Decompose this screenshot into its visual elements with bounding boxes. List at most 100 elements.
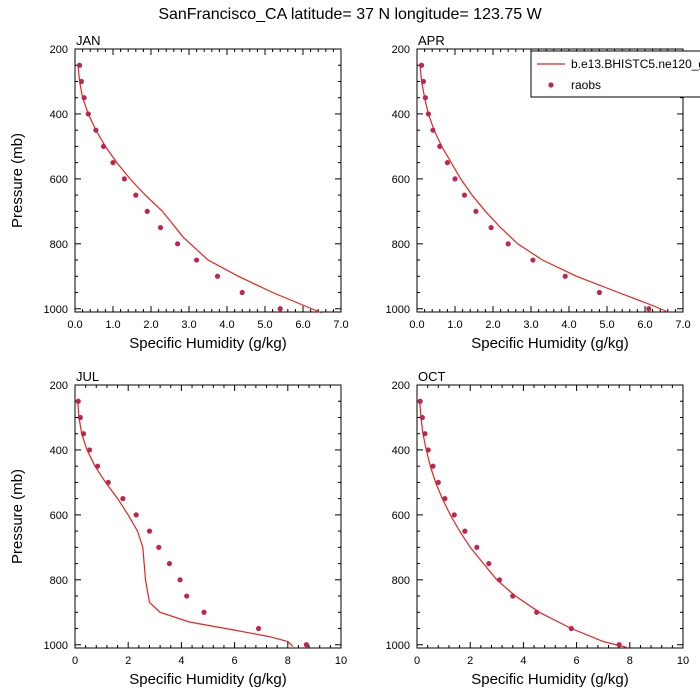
raobs-point [81, 95, 87, 101]
raobs-point [105, 479, 111, 486]
x-tick-label: 5.0 [599, 319, 614, 331]
x-tick-label: 0.0 [67, 319, 82, 331]
raobs-point [474, 544, 480, 550]
raobs-point [616, 642, 622, 648]
plot-frame [74, 384, 342, 649]
raobs-point [255, 625, 262, 632]
x-tick-label: 2.0 [143, 319, 158, 331]
raobs-point [87, 447, 93, 453]
x-tick-label: 8 [285, 655, 291, 667]
model-series-line [419, 401, 628, 648]
raobs-point [420, 78, 427, 85]
raobs-point [596, 289, 603, 296]
legend-marker-swatch [548, 82, 554, 88]
y-tick-label: 200 [50, 380, 68, 392]
raobs-point [100, 143, 107, 150]
x-tick-label: 5.0 [257, 319, 272, 331]
figure-title: SanFrancisco_CA latitude= 37 N longitude… [158, 6, 542, 23]
y-tick-label: 400 [392, 109, 410, 121]
x-tick-label: 6 [232, 655, 238, 667]
raobs-point [562, 273, 568, 279]
raobs-point [120, 496, 126, 502]
raobs-point [157, 224, 164, 231]
x-tick-label: 0 [72, 655, 78, 667]
panel-label: APR [418, 33, 445, 48]
y-tick-label: 600 [50, 174, 68, 186]
x-tick-label: 8 [627, 655, 633, 667]
raobs-point [277, 306, 283, 312]
y-tick-label: 600 [50, 510, 68, 522]
raobs-point [437, 143, 443, 150]
raobs-point [419, 414, 425, 421]
y-tick-label: 200 [392, 380, 410, 392]
plot-frame [416, 48, 684, 313]
y-tick-label: 800 [392, 575, 410, 587]
y-tick-label: 400 [50, 109, 68, 121]
raobs-point [184, 593, 190, 599]
x-tick-label: 2 [467, 655, 473, 667]
raobs-point [144, 208, 150, 214]
raobs-point [156, 544, 162, 550]
raobs-point [110, 160, 116, 166]
legend: b.e13.BHISTC5.ne120_g16.cesm-ihesp-hires… [530, 50, 700, 98]
y-tick-label: 600 [392, 174, 410, 186]
y-tick-label: 200 [392, 44, 410, 56]
y-tick-label: 1000 [386, 640, 410, 652]
y-tick-label: 400 [392, 445, 410, 457]
raobs-point [430, 463, 436, 469]
raobs-point [461, 192, 468, 198]
plot-frame [74, 48, 342, 313]
raobs-point [425, 447, 431, 453]
x-axis-label: Specific Humidity (g/kg) [129, 335, 287, 352]
raobs-point [422, 95, 428, 101]
model-series-line [77, 65, 323, 314]
x-tick-label: 2 [125, 655, 131, 667]
x-tick-label: 1.0 [105, 319, 120, 331]
raobs-point [133, 512, 139, 518]
legend-box [530, 50, 700, 98]
x-tick-label: 4.0 [561, 319, 576, 331]
raobs-point [95, 463, 101, 469]
raobs-point [177, 577, 183, 583]
x-axis-label: Specific Humidity (g/kg) [129, 671, 287, 688]
raobs-point [496, 577, 503, 583]
raobs-point [510, 593, 516, 599]
raobs-point [194, 257, 200, 263]
x-tick-label: 10 [677, 655, 689, 667]
raobs-point [430, 127, 436, 133]
panel-label: JAN [76, 33, 101, 48]
x-axis-label: Specific Humidity (g/kg) [471, 671, 629, 688]
raobs-point [85, 111, 91, 117]
raobs-point [93, 127, 99, 133]
raobs-point [133, 192, 139, 198]
y-axis-label: Pressure (mb) [9, 469, 26, 564]
panel-jan: JAN 0.0 1.0 2.0 3.0 4.0 5.0 6.0 7.0 200 400 600 800 1… [9, 33, 349, 352]
y-tick-label: 1000 [44, 640, 68, 652]
raobs-point [418, 62, 425, 68]
x-tick-label: 4.0 [219, 319, 234, 331]
x-axis-label: Specific Humidity (g/kg) [471, 335, 629, 352]
panel-oct: OCT 0 2 4 6 8 10 200 400 600 800 1000 Specific Humid… [386, 369, 690, 688]
y-tick-label: 600 [392, 510, 410, 522]
y-tick-label: 200 [50, 44, 68, 56]
raobs-point [473, 208, 479, 214]
raobs-point [452, 176, 458, 182]
raobs-point [534, 609, 540, 615]
y-tick-label: 800 [50, 575, 68, 587]
x-tick-label: 3.0 [181, 319, 196, 331]
x-tick-label: 6.0 [637, 319, 652, 331]
panel-label: JUL [76, 369, 99, 384]
raobs-point [488, 224, 494, 231]
raobs-point [121, 176, 127, 182]
raobs-point [214, 273, 221, 279]
y-tick-label: 400 [50, 445, 68, 457]
model-series-line [419, 65, 669, 313]
raobs-point [568, 625, 574, 632]
raobs-point [166, 560, 173, 567]
x-tick-label: 6 [574, 655, 580, 667]
raobs-point [75, 398, 81, 404]
raobs-point [146, 528, 153, 534]
raobs-point [646, 306, 652, 312]
raobs-point [417, 398, 423, 404]
